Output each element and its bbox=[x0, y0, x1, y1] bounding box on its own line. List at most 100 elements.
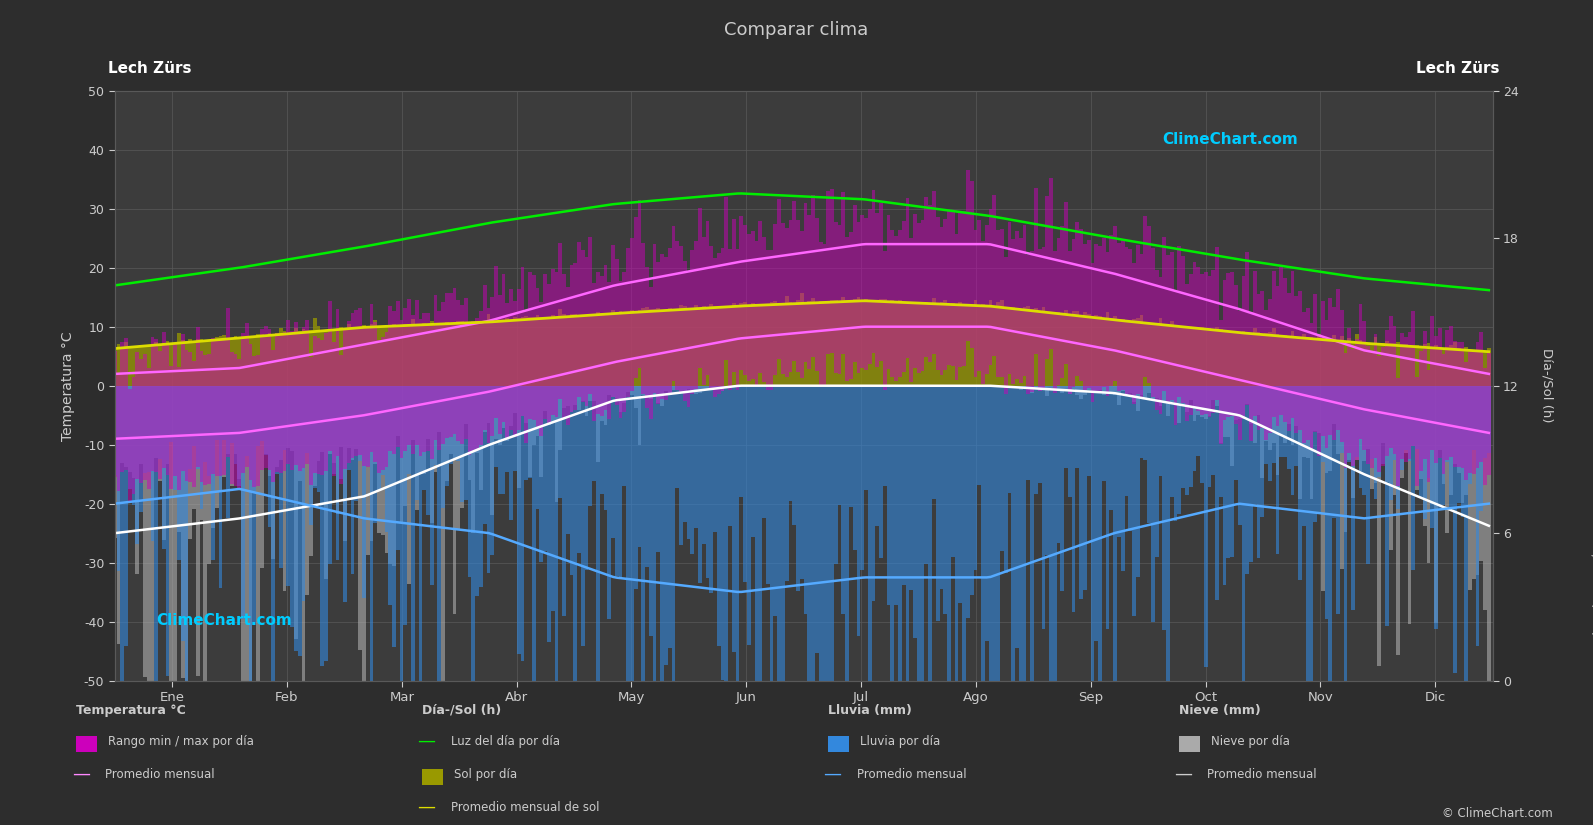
Bar bbox=[1480, 350, 1483, 386]
Bar bbox=[1166, 255, 1169, 402]
Bar bbox=[1282, 278, 1287, 422]
Bar bbox=[1453, 342, 1456, 386]
Bar bbox=[433, 386, 438, 464]
Bar bbox=[1332, 386, 1337, 518]
Bar bbox=[992, 195, 996, 356]
Bar bbox=[1147, 386, 1152, 393]
Bar bbox=[816, 302, 819, 386]
Bar bbox=[1480, 386, 1483, 561]
Bar bbox=[1004, 386, 1007, 387]
Bar bbox=[660, 310, 664, 386]
Bar bbox=[811, 298, 816, 386]
Bar bbox=[290, 331, 295, 470]
Bar bbox=[1475, 342, 1480, 469]
Bar bbox=[1456, 386, 1461, 503]
Text: Promedio mensual de sol: Promedio mensual de sol bbox=[451, 801, 599, 814]
Bar bbox=[430, 321, 433, 386]
Bar bbox=[121, 342, 124, 472]
Bar bbox=[1483, 369, 1486, 485]
Bar bbox=[1325, 386, 1329, 619]
Bar bbox=[1114, 227, 1117, 381]
Bar bbox=[860, 386, 863, 570]
Bar bbox=[1271, 271, 1276, 417]
Bar bbox=[1180, 386, 1185, 404]
Bar bbox=[384, 386, 389, 532]
Bar bbox=[1193, 386, 1196, 421]
Bar bbox=[1147, 323, 1152, 386]
Bar bbox=[1064, 386, 1067, 391]
Bar bbox=[1456, 347, 1461, 386]
Bar bbox=[1020, 309, 1023, 386]
Bar bbox=[868, 386, 871, 825]
Bar bbox=[389, 325, 392, 386]
Bar bbox=[1486, 352, 1491, 475]
Bar bbox=[491, 297, 494, 436]
Bar bbox=[664, 309, 667, 386]
Bar bbox=[215, 386, 218, 507]
Bar bbox=[1268, 299, 1271, 433]
Bar bbox=[959, 302, 962, 386]
Bar bbox=[970, 305, 973, 386]
Bar bbox=[449, 386, 452, 454]
Bar bbox=[1246, 252, 1249, 405]
Bar bbox=[1023, 224, 1026, 375]
Bar bbox=[540, 386, 543, 477]
Bar bbox=[695, 386, 698, 528]
Bar bbox=[1091, 263, 1094, 402]
Bar bbox=[1188, 386, 1193, 488]
Bar bbox=[629, 386, 634, 395]
Bar bbox=[612, 386, 615, 397]
Bar bbox=[808, 301, 811, 386]
Bar bbox=[132, 346, 135, 386]
Bar bbox=[1219, 386, 1223, 443]
Bar bbox=[852, 205, 857, 362]
Bar bbox=[709, 304, 714, 386]
Bar bbox=[804, 203, 808, 362]
Bar bbox=[717, 253, 720, 394]
Bar bbox=[1166, 386, 1169, 416]
Bar bbox=[430, 386, 433, 585]
Bar bbox=[1486, 386, 1491, 787]
Bar bbox=[502, 320, 505, 386]
Bar bbox=[1254, 386, 1257, 443]
Bar bbox=[1211, 329, 1215, 386]
Bar bbox=[1392, 386, 1397, 460]
Bar bbox=[637, 386, 642, 446]
Bar bbox=[634, 386, 637, 408]
Bar bbox=[253, 386, 256, 493]
Bar bbox=[615, 386, 618, 398]
Bar bbox=[717, 386, 720, 388]
Bar bbox=[984, 305, 989, 386]
Bar bbox=[940, 386, 943, 589]
Bar bbox=[245, 337, 249, 386]
Bar bbox=[354, 386, 358, 501]
Bar bbox=[540, 317, 543, 386]
Bar bbox=[675, 386, 679, 488]
Bar bbox=[1034, 308, 1037, 386]
Text: Lluvia / Nieve (mm): Lluvia / Nieve (mm) bbox=[1590, 513, 1593, 636]
Bar bbox=[1015, 230, 1020, 379]
Bar bbox=[800, 293, 804, 386]
Bar bbox=[868, 209, 871, 365]
Bar bbox=[370, 304, 373, 451]
Bar bbox=[929, 304, 932, 386]
Bar bbox=[612, 310, 615, 386]
Bar bbox=[596, 386, 601, 462]
Bar bbox=[1367, 343, 1370, 386]
Bar bbox=[1241, 386, 1246, 419]
Bar bbox=[127, 386, 132, 472]
Bar bbox=[1144, 322, 1147, 386]
Bar bbox=[1389, 386, 1392, 500]
Bar bbox=[1042, 386, 1045, 629]
Bar bbox=[769, 302, 774, 386]
Bar bbox=[260, 386, 264, 568]
Bar bbox=[954, 304, 959, 386]
Bar bbox=[637, 200, 642, 368]
Bar bbox=[1136, 318, 1139, 386]
Bar bbox=[1419, 346, 1423, 386]
Bar bbox=[883, 251, 887, 389]
Bar bbox=[312, 386, 317, 486]
Bar bbox=[929, 205, 932, 362]
Bar bbox=[389, 386, 392, 605]
Bar bbox=[486, 314, 491, 386]
